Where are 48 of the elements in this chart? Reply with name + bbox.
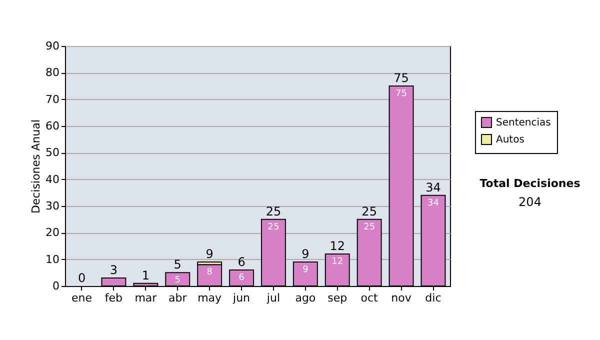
x-tick-label: may: [198, 292, 222, 304]
total-label: 25: [362, 204, 377, 218]
data-label: 9: [302, 265, 309, 275]
total-label: 9: [302, 247, 310, 261]
text: Total Decisiones: [480, 177, 581, 190]
total-label: 34: [426, 180, 441, 194]
x-tick-label: sep: [328, 292, 348, 304]
y-tick-label: 70: [46, 92, 60, 106]
x-tick-label: feb: [104, 292, 123, 304]
data-label: 5: [174, 276, 180, 286]
y-tick-label: 30: [46, 200, 60, 212]
total-label: 9: [206, 247, 214, 261]
data-label: 12: [332, 257, 344, 267]
y-tick-label: 80: [46, 66, 60, 80]
y-tick-label: 60: [46, 120, 60, 132]
data-label: 25: [268, 222, 280, 232]
y-tick-label: 10: [46, 252, 60, 266]
legend-label: Autos: [496, 134, 524, 146]
x-tick-label: ene: [72, 292, 92, 304]
x-tick-label: jul: [266, 292, 280, 304]
data-label: 8: [206, 268, 213, 278]
y-axis-title: Decisiones Anual: [30, 119, 43, 214]
total-label: 25: [266, 204, 282, 218]
total-label: 6: [238, 255, 246, 269]
y-tick-label: 40: [46, 172, 60, 186]
data-label: 25: [364, 222, 376, 232]
x-tick-label: abr: [168, 292, 188, 304]
y-tick-label: 90: [46, 40, 60, 52]
text: 204: [518, 195, 542, 209]
x-tick-label: jun: [232, 292, 250, 304]
x-tick-label: dic: [425, 292, 442, 304]
x-tick-label: nov: [391, 292, 412, 304]
total-label: 0: [78, 271, 86, 285]
total-label: 1: [142, 268, 150, 282]
x-tick-label: ago: [295, 292, 316, 304]
total-label: 3: [110, 263, 118, 277]
legend-label: Sentencias: [496, 118, 551, 128]
data-label: 6: [238, 273, 245, 283]
data-label: 75: [396, 89, 408, 99]
y-tick-label: 50: [46, 146, 60, 160]
total-label: 5: [174, 258, 182, 272]
y-tick-label: 20: [46, 226, 60, 240]
total-label: 12: [330, 239, 346, 253]
y-tick-label: 0: [52, 280, 60, 292]
x-tick-label: oct: [360, 292, 379, 304]
x-tick-label: mar: [134, 292, 158, 304]
total-label: 75: [394, 71, 409, 85]
data-label: 34: [428, 198, 440, 208]
